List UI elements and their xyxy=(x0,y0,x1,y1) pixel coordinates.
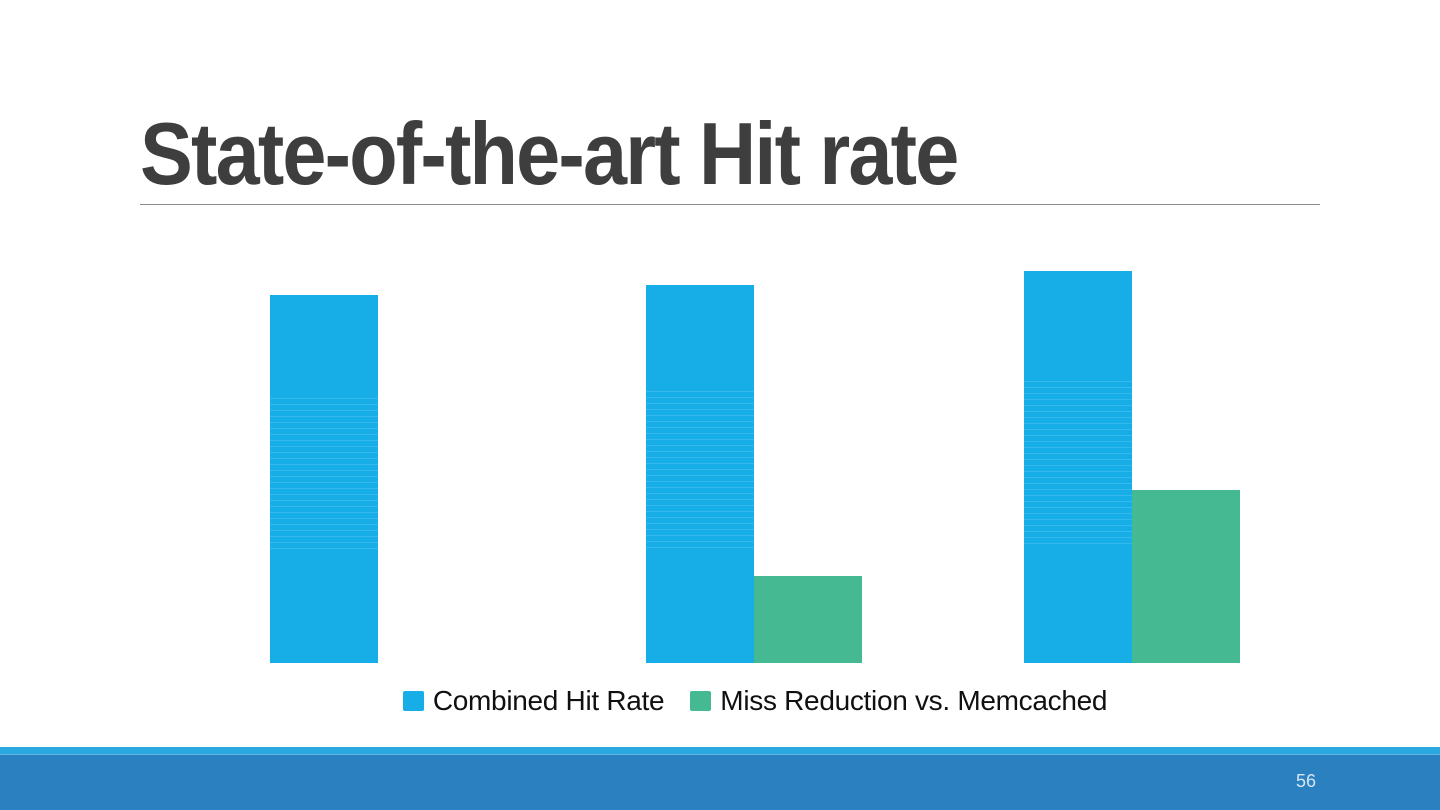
legend-swatch-icon xyxy=(690,691,712,711)
bar-miss-reduction-vs-memcached-group3 xyxy=(1132,489,1240,663)
footer-accent-stripe xyxy=(0,747,1440,754)
legend-label: Combined Hit Rate xyxy=(432,685,665,716)
bar-miss-reduction-vs-memcached-group2 xyxy=(754,576,862,663)
legend-swatch-icon xyxy=(402,691,424,711)
bar-chart xyxy=(190,250,1320,663)
bar-group-1 xyxy=(270,250,486,663)
bar-combined-hit-rate-group3 xyxy=(1024,270,1132,663)
page-footer: 56 xyxy=(0,754,1440,810)
slide-title: State-of-the-art Hit rate xyxy=(140,104,959,203)
bar-sheen-texture xyxy=(1024,380,1132,546)
legend-item-combined-hit-rate: Combined Hit Rate xyxy=(402,685,665,717)
bar-group-2 xyxy=(646,250,862,663)
legend-label: Miss Reduction vs. Memcached xyxy=(720,685,1108,716)
bar-combined-hit-rate-group1 xyxy=(270,295,378,663)
chart-legend: Combined Hit Rate Miss Reduction vs. Memc… xyxy=(190,683,1320,719)
page-number: 56 xyxy=(1295,771,1316,791)
bar-sheen-texture xyxy=(270,398,378,553)
legend-item-miss-reduction-vs-memcached: Miss Reduction vs. Memcached xyxy=(690,685,1107,717)
bar-sheen-texture xyxy=(646,390,754,550)
bar-group-3 xyxy=(1024,250,1240,663)
bar-combined-hit-rate-group2 xyxy=(646,285,754,663)
title-divider xyxy=(140,204,1320,205)
